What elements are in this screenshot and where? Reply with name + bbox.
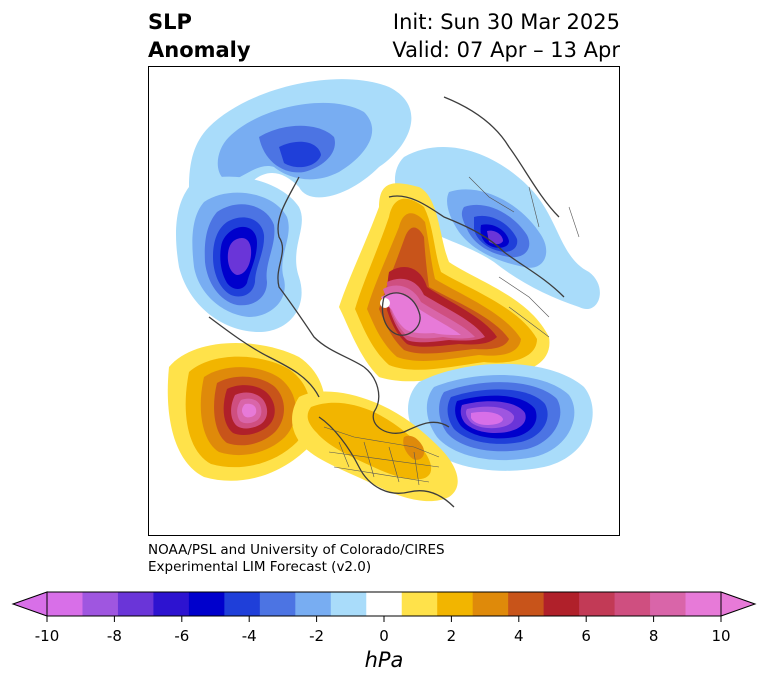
colorbar-tick-label: -10	[34, 627, 60, 645]
colorbar-segment	[82, 592, 119, 616]
political-borders	[323, 176, 580, 486]
colorbar-tick-label: 0	[379, 627, 389, 645]
credit-line-1: NOAA/PSL and University of Colorado/CIRE…	[148, 542, 445, 558]
colorbar-segments	[47, 592, 722, 616]
colorbar-unit-label: hPa	[364, 648, 404, 672]
colorbar-segment	[330, 592, 367, 616]
high-conus	[292, 391, 458, 502]
colorbar-segment	[259, 592, 296, 616]
low-russia-east	[394, 147, 600, 309]
colorbar-segment	[153, 592, 190, 616]
title-line-slp: SLP	[148, 10, 192, 34]
colorbar-segment	[508, 592, 545, 616]
colorbar-segment	[685, 592, 722, 616]
credit-line-2: Experimental LIM Forecast (v2.0)	[148, 559, 372, 575]
colorbar-segment	[579, 592, 616, 616]
colorbar-segment	[543, 592, 580, 616]
low-north-pacific	[407, 363, 593, 471]
data-credit: NOAA/PSL and University of Colorado/CIRE…	[148, 542, 445, 576]
colorbar-tick-label: 4	[514, 627, 524, 645]
colorbar-segment	[650, 592, 687, 616]
low-siberia	[176, 176, 302, 332]
colorbar-tick-label: 10	[711, 627, 731, 645]
colorbar	[11, 591, 757, 622]
slp-anomaly-map	[167, 79, 600, 508]
colorbar-segment	[472, 592, 509, 616]
colorbar-tick-label: 8	[648, 627, 659, 645]
colorbar-segment	[401, 592, 438, 616]
colorbar-tick-label: 2	[446, 627, 457, 645]
colorbar-segment	[188, 592, 225, 616]
colorbar-segment	[614, 592, 651, 616]
colorbar-segment	[437, 592, 474, 616]
colorbar-tick-label: -8	[106, 627, 122, 645]
colorbar-tick-label: -4	[241, 627, 257, 645]
colorbar-extend-right	[720, 591, 757, 617]
colorbar-tick-label: -2	[309, 627, 325, 645]
init-date: Init: Sun 30 Mar 2025	[392, 10, 620, 34]
forecast-dates: Init: Sun 30 Mar 2025 Valid: 07 Apr – 13…	[392, 8, 620, 64]
north-pole-marker	[380, 298, 390, 308]
colorbar-tick-label: -6	[174, 627, 190, 645]
title-line-anomaly: Anomaly	[148, 38, 251, 62]
colorbar-segment	[295, 592, 332, 616]
high-alaska	[167, 343, 326, 481]
map-panel	[148, 66, 620, 536]
coastlines	[208, 96, 565, 508]
colorbar-segment	[224, 592, 261, 616]
colorbar-segment	[47, 592, 83, 616]
colorbar-segment	[366, 592, 403, 616]
colorbar-segment	[117, 592, 154, 616]
colorbar-extend-left	[11, 591, 48, 617]
colorbar-tick-marks	[46, 616, 722, 622]
valid-date: Valid: 07 Apr – 13 Apr	[392, 38, 620, 62]
map-title: SLP Anomaly	[148, 8, 251, 64]
colorbar-tick-label: 6	[581, 627, 591, 645]
